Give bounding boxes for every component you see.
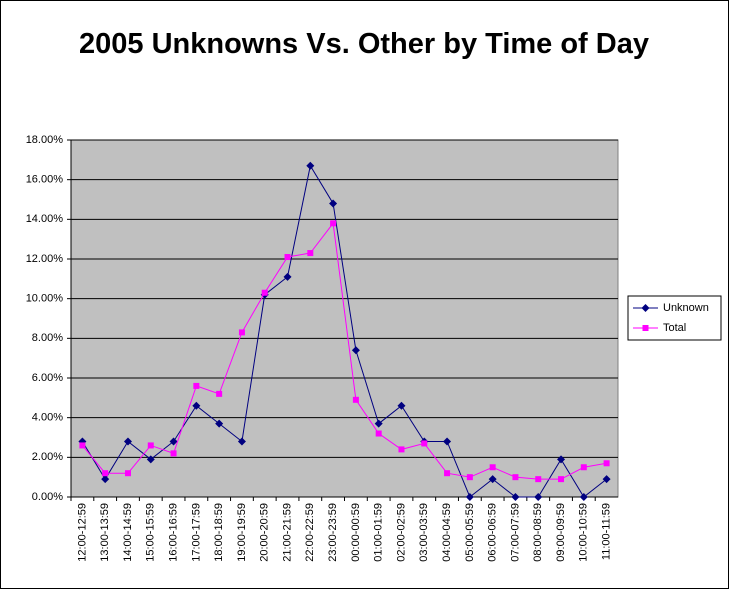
data-point (488, 475, 497, 484)
data-point (580, 464, 587, 471)
x-tick-label: 12:00-12:59 (76, 503, 88, 562)
data-point (102, 470, 109, 477)
data-point (421, 440, 428, 447)
data-point (169, 437, 178, 446)
data-point (237, 437, 246, 446)
x-tick-label: 23:00-23:59 (327, 503, 339, 562)
x-tick-label: 11:00-11:59 (601, 503, 613, 560)
data-point (374, 419, 383, 428)
y-tick-label: 4.00% (32, 412, 63, 424)
data-point (535, 476, 542, 483)
data-point (444, 470, 451, 477)
data-point (238, 329, 245, 336)
x-tick-label: 16:00-16:59 (167, 503, 179, 562)
data-point (192, 401, 201, 410)
data-point (352, 396, 359, 403)
data-point (511, 493, 520, 501)
y-tick-label: 6.00% (32, 372, 63, 384)
data-point (512, 474, 519, 481)
data-point (330, 220, 337, 227)
data-point (170, 450, 177, 457)
data-point (215, 419, 224, 428)
data-point (465, 493, 474, 501)
data-point (261, 289, 268, 296)
x-tick-label: 22:00-22:59 (304, 503, 316, 562)
y-tick-label: 18.00% (26, 134, 64, 146)
x-tick-label: 04:00-04:59 (441, 503, 453, 562)
data-point (351, 346, 360, 355)
data-point (307, 250, 314, 257)
x-tick-label: 20:00-20:59 (259, 503, 271, 562)
data-point (602, 475, 611, 484)
data-point (329, 199, 338, 208)
x-tick-label: 05:00-05:59 (464, 503, 476, 562)
x-tick-label: 06:00-06:59 (487, 503, 499, 562)
x-tick-label: 15:00-15:59 (145, 503, 157, 562)
y-tick-label: 14.00% (26, 213, 64, 225)
data-point (375, 430, 382, 437)
data-point (579, 493, 588, 501)
data-point (79, 442, 86, 449)
legend-marker (642, 325, 649, 331)
legend-label: Unknown (663, 302, 709, 314)
x-tick-label: 09:00-09:59 (555, 503, 567, 562)
data-point (124, 470, 131, 477)
legend-label: Total (663, 322, 686, 334)
x-tick-label: 18:00-18:59 (213, 503, 225, 562)
data-point (146, 455, 155, 464)
x-tick-label: 08:00-08:59 (532, 503, 544, 562)
data-point (306, 161, 315, 170)
x-tick-label: 21:00-21:59 (281, 503, 293, 562)
data-point (534, 493, 543, 501)
data-point (443, 437, 452, 446)
y-tick-label: 12.00% (26, 253, 64, 265)
data-point (283, 272, 292, 281)
x-tick-label: 02:00-02:59 (395, 503, 407, 562)
x-tick-label: 10:00-10:59 (578, 503, 590, 562)
x-tick-label: 17:00-17:59 (190, 503, 202, 562)
x-tick-label: 07:00-07:59 (509, 503, 521, 562)
x-tick-label: 19:00-19:59 (236, 503, 248, 562)
x-tick-label: 00:00-00:59 (350, 503, 362, 562)
data-point (489, 464, 496, 471)
legend-marker (641, 304, 650, 312)
chart-title: 2005 Unknowns Vs. Other by Time of Day (79, 28, 649, 60)
data-point (398, 446, 405, 453)
x-tick-label: 14:00-14:59 (122, 503, 134, 562)
y-tick-label: 0.00% (32, 491, 63, 503)
data-point (558, 476, 565, 483)
y-tick-label: 8.00% (32, 332, 63, 344)
data-point (284, 254, 291, 261)
y-tick-label: 16.00% (26, 174, 64, 186)
plot-area (70, 139, 619, 498)
x-tick-label: 01:00-01:59 (373, 503, 385, 562)
data-point (397, 401, 406, 410)
data-point (603, 460, 610, 467)
x-tick-label: 13:00-13:59 (99, 503, 111, 562)
data-point (101, 475, 110, 484)
legend-box (627, 295, 722, 341)
data-point (123, 437, 132, 446)
series-line (82, 222, 607, 480)
data-point (147, 442, 154, 449)
data-point (557, 455, 566, 464)
x-tick-label: 03:00-03:59 (418, 503, 430, 562)
data-point (216, 390, 223, 397)
y-tick-label: 2.00% (32, 451, 63, 463)
data-point (193, 382, 200, 389)
data-point (466, 474, 473, 481)
y-tick-label: 10.00% (26, 293, 64, 305)
